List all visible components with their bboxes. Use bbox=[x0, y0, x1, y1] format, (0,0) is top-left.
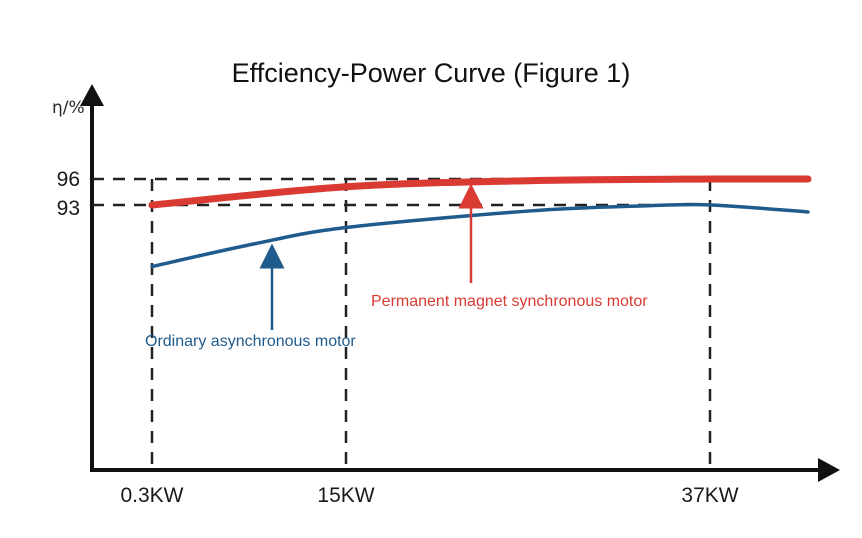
x-axis bbox=[90, 458, 840, 482]
x-tick-label: 0.3KW bbox=[120, 484, 183, 507]
pmsm-curve bbox=[148, 175, 812, 209]
x-tick-label: 37KW bbox=[681, 484, 738, 507]
y-axis-label: η/% bbox=[52, 98, 85, 118]
curves bbox=[148, 175, 812, 269]
async-label: Ordinary asynchronous motor bbox=[145, 333, 356, 350]
pmsm-label: Permanent magnet synchronous motor bbox=[371, 293, 648, 310]
y-axis bbox=[80, 84, 104, 470]
y-tick-label: 93 bbox=[57, 197, 80, 220]
chart-title: Effciency-Power Curve (Figure 1) bbox=[232, 58, 631, 88]
y-tick-label: 96 bbox=[57, 168, 80, 191]
pmsm-annotation: Permanent magnet synchronous motor bbox=[371, 183, 648, 310]
async-curve bbox=[150, 202, 810, 269]
x-tick-label: 15KW bbox=[317, 484, 374, 507]
async-annotation: Ordinary asynchronous motor bbox=[145, 243, 356, 350]
